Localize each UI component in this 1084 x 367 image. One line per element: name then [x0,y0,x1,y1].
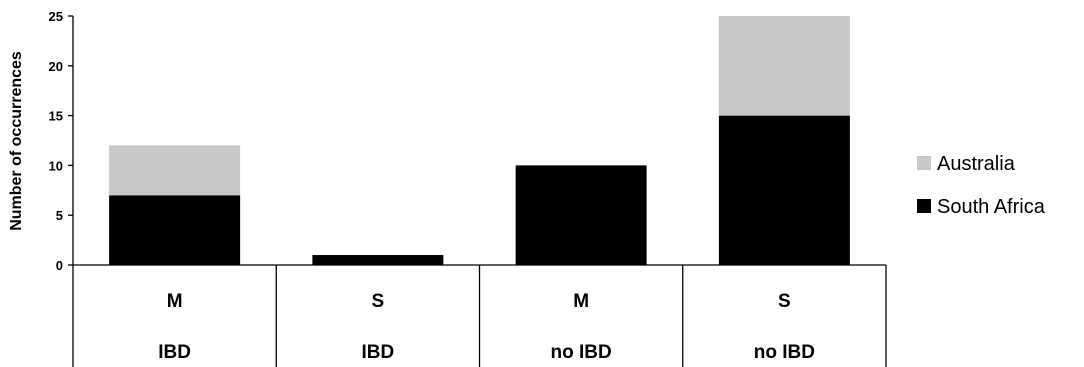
bar-australia-3 [718,16,850,116]
bar-south-africa-3 [718,115,850,265]
bar-south-africa-0 [109,195,241,265]
bar-south-africa-2 [515,165,647,265]
x-group-label: no IBD [754,342,815,363]
x-category-label: M [573,291,589,312]
y-tick-label: 10 [49,158,63,173]
legend-label: South Africa [937,196,1046,218]
x-category-label: S [778,291,791,312]
y-tick-label: 20 [49,59,63,74]
y-axis-label: Number of occurrences [8,51,25,231]
bar-australia-0 [109,145,241,196]
legend: Australia South Africa [917,153,1046,218]
legend-label: Australia [937,153,1016,175]
bar-south-africa-1 [312,255,444,265]
y-tick-label: 15 [49,109,63,124]
legend-swatch [917,156,931,170]
y-tick-label: 25 [49,9,63,24]
y-tick-label: 5 [56,208,63,223]
x-category-label: S [372,291,385,312]
bars [109,16,850,265]
x-category-label: M [167,291,183,312]
legend-swatch [917,199,931,213]
x-group-label: IBD [362,342,395,363]
x-group-label: no IBD [551,342,612,363]
y-tick-label: 0 [56,258,63,273]
x-group-label: IBD [158,342,191,363]
x-axis-table: M IBD S IBD Mno IBD Sno IBD [72,264,887,367]
y-axis: 0 5 10 15 20 25 [49,9,74,273]
